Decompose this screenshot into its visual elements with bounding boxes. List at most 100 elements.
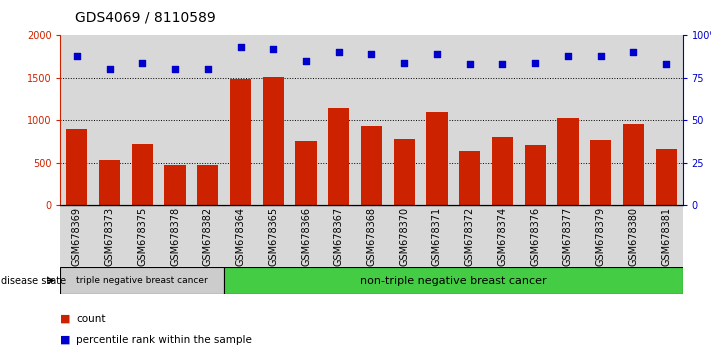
Text: ■: ■ <box>60 335 71 345</box>
Bar <box>519 205 552 267</box>
Point <box>464 62 476 67</box>
Bar <box>224 205 257 267</box>
Bar <box>262 77 284 205</box>
Bar <box>421 35 454 205</box>
Bar <box>486 35 519 205</box>
Bar <box>617 35 650 205</box>
Point <box>267 46 279 52</box>
Bar <box>99 160 120 205</box>
Bar <box>164 165 186 205</box>
Point <box>71 53 82 59</box>
Bar <box>355 35 388 205</box>
Bar <box>224 267 683 294</box>
Bar <box>454 205 486 267</box>
Bar <box>492 137 513 205</box>
Text: GSM678365: GSM678365 <box>268 207 278 266</box>
Bar <box>159 205 191 267</box>
Bar <box>459 151 481 205</box>
Text: GDS4069 / 8110589: GDS4069 / 8110589 <box>75 11 215 25</box>
Point <box>137 60 148 65</box>
Bar <box>552 35 584 205</box>
Text: disease state: disease state <box>1 275 66 286</box>
Text: GSM678366: GSM678366 <box>301 207 311 266</box>
Text: triple negative breast cancer: triple negative breast cancer <box>76 276 208 285</box>
Text: GSM678368: GSM678368 <box>366 207 377 266</box>
Bar <box>584 35 617 205</box>
Point <box>432 51 443 57</box>
Bar <box>60 35 93 205</box>
Point <box>169 67 181 72</box>
Bar <box>60 267 224 294</box>
Bar <box>322 205 355 267</box>
Text: non-triple negative breast cancer: non-triple negative breast cancer <box>360 275 547 286</box>
Bar <box>126 35 159 205</box>
Bar <box>322 35 355 205</box>
Bar <box>159 35 191 205</box>
Bar <box>454 35 486 205</box>
Bar <box>525 145 546 205</box>
Bar <box>361 126 382 205</box>
Bar <box>257 205 289 267</box>
Bar <box>257 35 289 205</box>
Bar <box>126 205 159 267</box>
Point <box>300 58 311 64</box>
Bar <box>590 140 611 205</box>
Bar <box>557 118 579 205</box>
Text: GSM678373: GSM678373 <box>105 207 114 266</box>
Text: GSM678374: GSM678374 <box>498 207 508 266</box>
Bar <box>421 205 454 267</box>
Bar <box>132 144 153 205</box>
Bar <box>197 165 218 205</box>
Bar <box>60 205 93 267</box>
Point <box>333 50 344 55</box>
Bar <box>230 79 251 205</box>
Bar <box>584 205 617 267</box>
Text: GSM678376: GSM678376 <box>530 207 540 266</box>
Text: GSM678364: GSM678364 <box>235 207 245 266</box>
Point <box>399 60 410 65</box>
Bar <box>394 139 415 205</box>
Text: GSM678369: GSM678369 <box>72 207 82 266</box>
Bar <box>519 35 552 205</box>
Text: GSM678378: GSM678378 <box>170 207 180 266</box>
Bar <box>93 205 126 267</box>
Point <box>628 50 639 55</box>
Bar <box>289 35 322 205</box>
Bar <box>289 205 322 267</box>
Text: GSM678381: GSM678381 <box>661 207 671 266</box>
Text: GSM678379: GSM678379 <box>596 207 606 266</box>
Point <box>235 45 246 50</box>
Bar <box>617 205 650 267</box>
Bar <box>486 205 519 267</box>
Text: GSM678380: GSM678380 <box>629 207 638 266</box>
Point <box>365 51 377 57</box>
Point <box>104 67 115 72</box>
Text: GSM678382: GSM678382 <box>203 207 213 266</box>
Bar <box>388 205 421 267</box>
Text: GSM678377: GSM678377 <box>563 207 573 266</box>
Text: GSM678367: GSM678367 <box>333 207 343 266</box>
Text: count: count <box>76 314 105 324</box>
Text: GSM678375: GSM678375 <box>137 207 147 266</box>
Bar <box>650 35 683 205</box>
Text: percentile rank within the sample: percentile rank within the sample <box>76 335 252 345</box>
Bar <box>295 141 316 205</box>
Bar <box>191 35 224 205</box>
Bar <box>552 205 584 267</box>
Bar <box>656 149 677 205</box>
Bar <box>66 129 87 205</box>
Text: GSM678372: GSM678372 <box>465 207 475 266</box>
Bar <box>191 205 224 267</box>
Text: GSM678370: GSM678370 <box>400 207 410 266</box>
Point <box>530 60 541 65</box>
Text: ■: ■ <box>60 314 71 324</box>
Bar <box>623 124 644 205</box>
Point <box>595 53 606 59</box>
Bar <box>427 112 448 205</box>
Point <box>497 62 508 67</box>
Bar <box>388 35 421 205</box>
Bar <box>93 35 126 205</box>
Point <box>562 53 574 59</box>
Bar <box>650 205 683 267</box>
Bar <box>328 108 349 205</box>
